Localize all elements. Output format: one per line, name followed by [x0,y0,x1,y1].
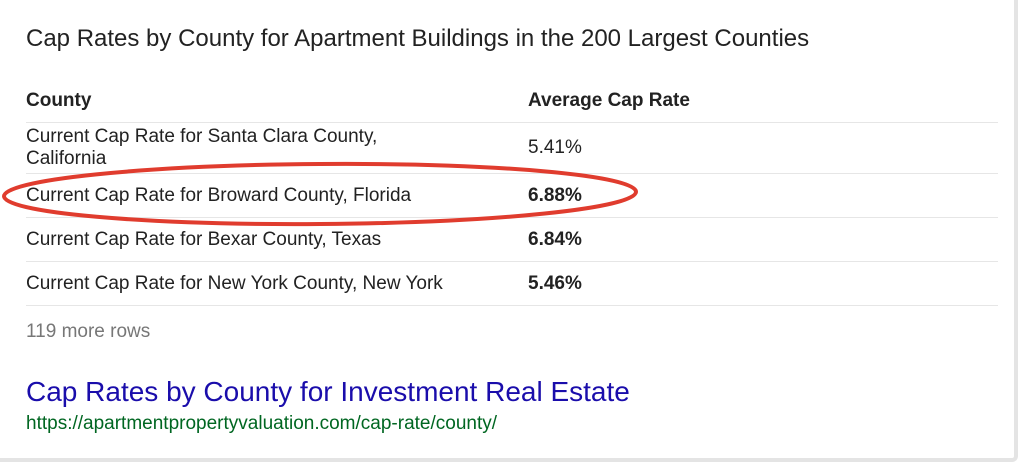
table-row: Current Cap Rate for Santa Clara County,… [26,122,998,174]
county-name: Current Cap Rate for New York County, Ne… [26,272,443,294]
result-title-link[interactable]: Cap Rates by County for Investment Real … [26,376,630,407]
county-cell: Current Cap Rate for Santa Clara County,… [26,122,528,174]
snippet-title: Cap Rates by County for Apartment Buildi… [26,25,810,52]
cap-rate-cell: 6.88% [528,173,998,218]
more-rows-link[interactable]: 119 more rows [26,321,151,342]
county-cell: Current Cap Rate for New York County, Ne… [26,261,528,306]
column-header-county: County [26,80,528,123]
cap-rate-cell: 5.41% [528,122,998,174]
cap-rate-cell: 5.46% [528,261,998,306]
county-name: Current Cap Rate for Santa Clara County,… [26,126,378,169]
table-row: Current Cap Rate for Broward County, Flo… [26,173,998,218]
county-name: Current Cap Rate for Broward County, Flo… [26,184,412,206]
column-header-average-cap-rate: Average Cap Rate [528,80,998,123]
county-cell: Current Cap Rate for Broward County, Flo… [26,173,528,218]
county-cell: Current Cap Rate for Bexar County, Texas [26,217,528,262]
table-row: Current Cap Rate for Bexar County, Texas… [26,217,998,262]
result-url: https://apartmentpropertyvaluation.com/c… [26,413,498,434]
featured-snippet-card: Cap Rates by County for Apartment Buildi… [0,0,1018,462]
cap-rate-table: County Average Cap Rate Current Cap Rate… [26,80,998,306]
cap-rate-cell: 6.84% [528,217,998,262]
county-name: Current Cap Rate for Bexar County, Texas [26,228,382,250]
table-header-row: County Average Cap Rate [26,80,998,123]
table-row: Current Cap Rate for New York County, Ne… [26,261,998,306]
